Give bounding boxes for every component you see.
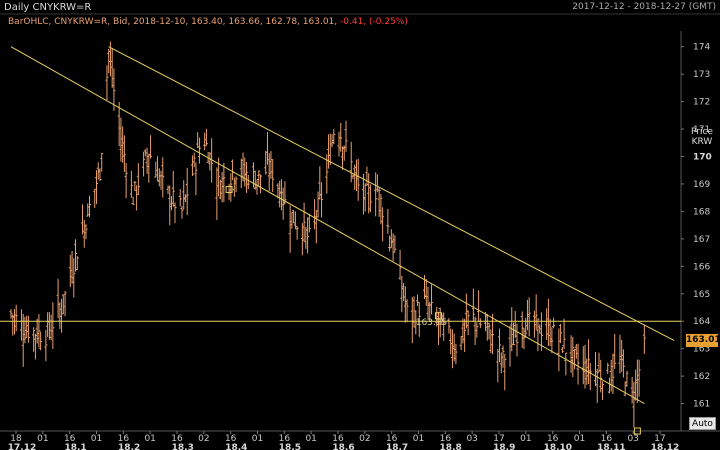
x-month-label: 18.12 (651, 443, 679, 450)
y-tick-label: 173 (693, 70, 710, 80)
chart-title: Daily CNYKRW=R (4, 2, 92, 13)
x-tick-label: 01 (305, 434, 316, 444)
x-month-label: 18.1 (64, 443, 86, 450)
legend-values: 2018-12-10, 163.40, 163.66, 162.78, 163.… (133, 17, 338, 27)
x-tick-label: 01 (144, 434, 155, 444)
x-tick-label: 02 (359, 434, 370, 444)
x-tick-label: 16 (601, 434, 613, 444)
x-month-label: 18.10 (544, 443, 572, 450)
x-tick-label: 16 (547, 434, 559, 444)
x-month-label: 17.12 (8, 443, 36, 450)
price-axis-title: Price (691, 127, 713, 137)
x-tick-label: 03 (627, 434, 638, 444)
x-month-label: 18.3 (172, 443, 194, 450)
y-tick-label: 171 (693, 125, 710, 135)
x-tick-label: 16 (386, 434, 398, 444)
ohlc-bars (9, 41, 646, 428)
x-tick-label: 16 (332, 434, 344, 444)
x-tick-label: 16 (171, 434, 183, 444)
y-tick-label: 163 (693, 345, 710, 355)
x-tick-label: 01 (252, 434, 263, 444)
price-axis-header: Price KRW (688, 127, 716, 147)
trendline-anchor-marker (225, 185, 233, 193)
y-tick-label: 174 (693, 43, 710, 53)
legend-series-name: BarOHLC, CNYKRW=R, Bid, (8, 17, 131, 27)
legend-change: -0.41, (-0.25%) (340, 17, 408, 27)
x-tick-label: 01 (574, 434, 585, 444)
x-tick-label: 01 (91, 434, 102, 444)
trendline (108, 46, 675, 341)
x-month-label: 18.7 (386, 443, 408, 450)
y-tick-label: 172 (693, 98, 710, 108)
x-tick-label: 16 (118, 434, 130, 444)
y-tick-label: 161 (693, 400, 710, 410)
x-month-label: 18.4 (225, 443, 247, 450)
x-tick-label: 03 (466, 434, 477, 444)
y-tick-label: 166 (693, 262, 710, 272)
y-tick-label: 168 (693, 207, 710, 217)
trendline-anchor-marker (633, 427, 641, 435)
date-range-label: 2017-12-12 - 2018-12-27 (GMT) (572, 2, 716, 12)
x-tick-label: 01 (413, 434, 424, 444)
x-month-label: 18.2 (118, 443, 140, 450)
current-price-badge: 163.01 (686, 334, 720, 347)
series-legend: BarOHLC, CNYKRW=R, Bid, 2018-12-10, 163.… (8, 17, 408, 27)
x-tick-label: 01 (520, 434, 531, 444)
y-tick-label: 167 (693, 235, 710, 245)
x-tick-label: 01 (37, 434, 48, 444)
x-tick-label: 16 (279, 434, 291, 444)
y-tick-label: 170 (693, 153, 712, 163)
trendline (10, 46, 645, 404)
x-month-label: 18.5 (279, 443, 301, 450)
y-tick-label: 162 (693, 372, 710, 382)
x-month-label: 18.11 (597, 443, 625, 450)
horizontal-level-label: 163.95 (416, 318, 448, 328)
x-tick-label: 02 (198, 434, 209, 444)
x-tick-label: 17 (654, 434, 665, 444)
x-tick-label: 17 (493, 434, 504, 444)
x-tick-label: 16 (225, 434, 237, 444)
y-tick-label: 165 (693, 290, 710, 300)
price-axis-currency: KRW (691, 137, 713, 147)
x-month-label: 18.6 (332, 443, 354, 450)
x-tick-label: 18 (10, 434, 22, 444)
x-tick-label: 16 (64, 434, 76, 444)
x-month-label: 18.9 (493, 443, 515, 450)
y-tick-label: 169 (693, 180, 710, 190)
trendline-anchor-marker (434, 312, 442, 320)
x-tick-label: 16 (440, 434, 452, 444)
auto-scale-button[interactable]: Auto (689, 417, 716, 430)
x-month-label: 18.8 (440, 443, 462, 450)
y-tick-label: 164 (693, 317, 710, 327)
